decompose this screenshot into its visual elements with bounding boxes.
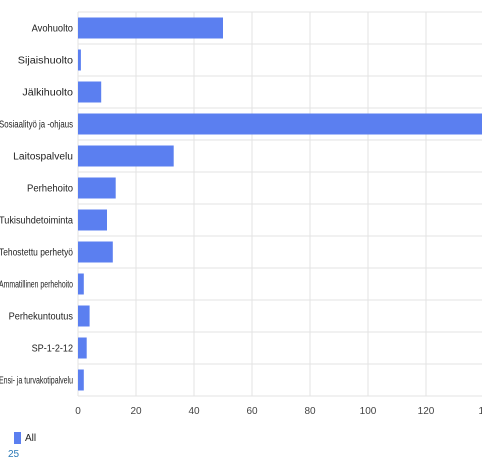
x-tick-label: 40 xyxy=(188,406,200,417)
bar-9 xyxy=(78,273,84,295)
x-tick-labels: 0 20 40 60 80 100 120 1 xyxy=(75,406,482,417)
bar-10 xyxy=(78,305,90,327)
category-label: Sosiaalityö ja -ohjaus xyxy=(0,120,73,131)
bar-11 xyxy=(78,337,87,359)
bars xyxy=(78,17,482,391)
page-number: 25 xyxy=(8,449,20,460)
category-label: Tukisuhdetoiminta xyxy=(0,216,73,227)
x-tick-label: 0 xyxy=(75,406,81,417)
bar-5 xyxy=(78,145,174,167)
bar-chart: Avohuolto Sijaishuolto Jälkihuolto Sosiaali… xyxy=(0,11,482,417)
category-label: Ensi- ja turvakotipalvelu xyxy=(0,376,73,387)
category-label: Perhekuntoutus xyxy=(9,312,73,323)
legend-swatch xyxy=(14,432,21,444)
bar-12 xyxy=(78,369,84,391)
x-tick-label: 60 xyxy=(246,406,258,417)
bar-4 xyxy=(78,113,482,135)
bar-8 xyxy=(78,241,113,263)
bar-2 xyxy=(78,49,81,71)
legend-label: All xyxy=(25,432,37,444)
category-labels: Avohuolto Sijaishuolto Jälkihuolto Sosiaali… xyxy=(0,24,73,387)
bar-3 xyxy=(78,81,102,103)
x-tick-label: 120 xyxy=(418,406,435,417)
category-label: Perhehoito xyxy=(27,184,73,195)
legend: All xyxy=(14,432,36,444)
x-tick-label: 80 xyxy=(304,406,316,417)
category-label: Ammatillinen perhehoito xyxy=(0,280,73,291)
gridlines xyxy=(77,11,482,397)
category-label: Tehostettu perhetyö xyxy=(0,248,73,259)
category-label: Avohuolto xyxy=(32,24,74,35)
x-tick-label: 100 xyxy=(360,406,377,417)
category-label: Sijaishuolto xyxy=(18,56,74,67)
bar-1 xyxy=(78,17,223,39)
bar-7 xyxy=(78,209,107,231)
category-label: Jälkihuolto xyxy=(22,88,73,99)
category-label: Laitospalvelu xyxy=(13,152,73,163)
x-tick-label: 1 xyxy=(478,406,482,417)
bar-6 xyxy=(78,177,116,199)
category-label: SP-1-2-12 xyxy=(32,344,74,355)
x-tick-label: 20 xyxy=(130,406,142,417)
